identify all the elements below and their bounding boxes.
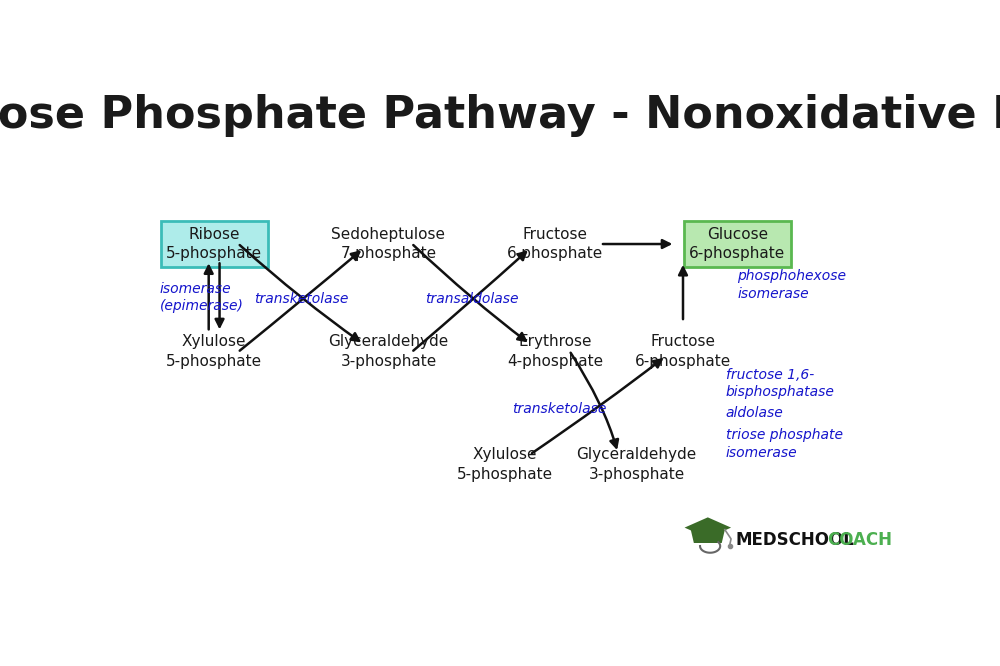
Text: Glucose
6-phosphate: Glucose 6-phosphate <box>689 226 785 262</box>
Text: triose phosphate
isomerase: triose phosphate isomerase <box>726 428 843 460</box>
FancyArrowPatch shape <box>413 245 526 341</box>
Text: Fructose
6-phosphate: Fructose 6-phosphate <box>507 226 603 262</box>
FancyArrowPatch shape <box>240 245 359 341</box>
FancyArrowPatch shape <box>571 353 618 448</box>
Text: fructose 1,6-
bisphosphatase: fructose 1,6- bisphosphatase <box>726 368 834 399</box>
Text: transketolase: transketolase <box>512 402 606 416</box>
Polygon shape <box>685 517 731 538</box>
Text: MEDSCHOOL: MEDSCHOOL <box>736 531 855 549</box>
Text: Pentose Phosphate Pathway - Nonoxidative Phase: Pentose Phosphate Pathway - Nonoxidative… <box>0 95 1000 137</box>
Text: Sedoheptulose
7-phosphate: Sedoheptulose 7-phosphate <box>332 226 446 262</box>
Text: Erythrose
4-phosphate: Erythrose 4-phosphate <box>507 334 603 369</box>
Text: Glyceraldehyde
3-phosphate: Glyceraldehyde 3-phosphate <box>576 447 697 482</box>
Text: COACH: COACH <box>827 531 892 549</box>
Text: transaldolase: transaldolase <box>425 292 519 306</box>
Text: Xylulose
5-phosphate: Xylulose 5-phosphate <box>457 447 553 482</box>
Text: Fructose
6-phosphate: Fructose 6-phosphate <box>635 334 731 369</box>
Text: Ribose
5-phosphate: Ribose 5-phosphate <box>166 226 262 262</box>
FancyArrowPatch shape <box>240 252 359 351</box>
Text: Xylulose
5-phosphate: Xylulose 5-phosphate <box>166 334 262 369</box>
Text: transketolase: transketolase <box>255 292 349 306</box>
Text: Glyceraldehyde
3-phosphate: Glyceraldehyde 3-phosphate <box>328 334 449 369</box>
Polygon shape <box>691 529 725 543</box>
Text: aldolase: aldolase <box>726 406 783 420</box>
Text: isomerase
(epimerase): isomerase (epimerase) <box>160 282 244 313</box>
FancyArrowPatch shape <box>413 252 526 351</box>
Text: phosphohexose
isomerase: phosphohexose isomerase <box>737 270 846 300</box>
FancyArrowPatch shape <box>532 360 661 454</box>
